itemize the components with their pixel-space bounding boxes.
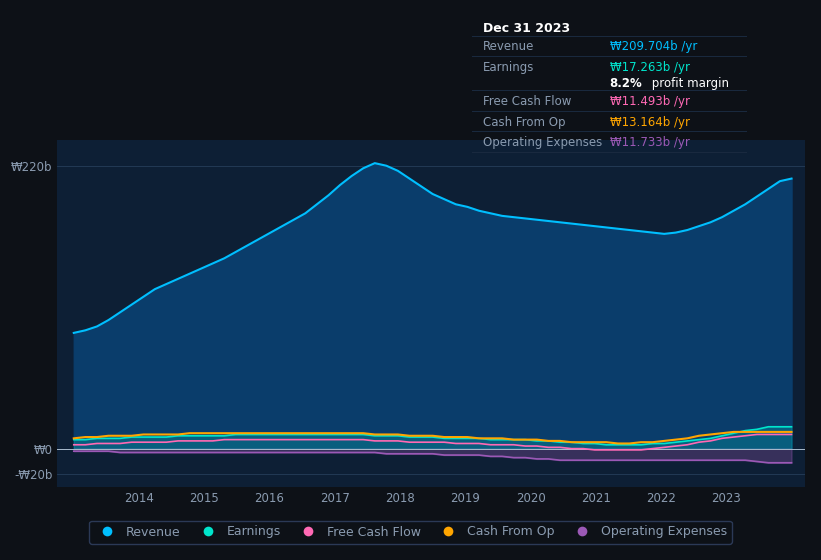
Text: Dec 31 2023: Dec 31 2023: [483, 22, 571, 35]
Text: ₩11.733b /yr: ₩11.733b /yr: [609, 136, 690, 149]
Text: Cash From Op: Cash From Op: [483, 116, 566, 129]
Text: ₩17.263b /yr: ₩17.263b /yr: [609, 60, 690, 74]
Text: profit margin: profit margin: [648, 77, 729, 90]
Text: ₩11.493b /yr: ₩11.493b /yr: [609, 95, 690, 108]
Text: Earnings: Earnings: [483, 60, 534, 74]
Text: Free Cash Flow: Free Cash Flow: [483, 95, 571, 108]
Text: Revenue: Revenue: [483, 40, 534, 53]
Text: ₩209.704b /yr: ₩209.704b /yr: [609, 40, 697, 53]
Text: ₩13.164b /yr: ₩13.164b /yr: [609, 116, 690, 129]
Text: 8.2%: 8.2%: [609, 77, 642, 90]
Text: Operating Expenses: Operating Expenses: [483, 136, 603, 149]
Legend: Revenue, Earnings, Free Cash Flow, Cash From Op, Operating Expenses: Revenue, Earnings, Free Cash Flow, Cash …: [89, 520, 732, 544]
